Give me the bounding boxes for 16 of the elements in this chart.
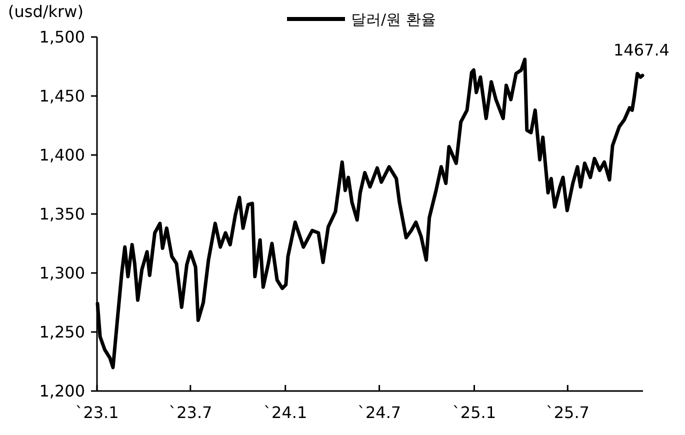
y-axis-title: (usd/krw) xyxy=(8,2,84,21)
x-tick-label: `25.1 xyxy=(452,403,496,422)
y-tick-label: 1,250 xyxy=(39,322,85,342)
x-tick-label: `24.1 xyxy=(264,403,308,422)
x-tick-label: `23.1 xyxy=(75,403,119,422)
y-tick-label: 1,400 xyxy=(39,146,85,165)
y-tick-label: 1,300 xyxy=(39,264,85,283)
y-tick-label: 1,500 xyxy=(39,28,85,47)
x-tick-label: `24.7 xyxy=(357,403,402,422)
x-tick-label: `23.7 xyxy=(168,403,212,422)
y-tick-label: 1,350 xyxy=(39,204,85,224)
y-tick-label: 1,200 xyxy=(39,382,85,401)
legend-label: 달러/원 환율 xyxy=(351,10,436,28)
annotation: 1467.4 xyxy=(613,40,670,60)
y-tick-label: 1,450 xyxy=(39,86,85,106)
x-tick-label: `25.7 xyxy=(546,403,590,422)
